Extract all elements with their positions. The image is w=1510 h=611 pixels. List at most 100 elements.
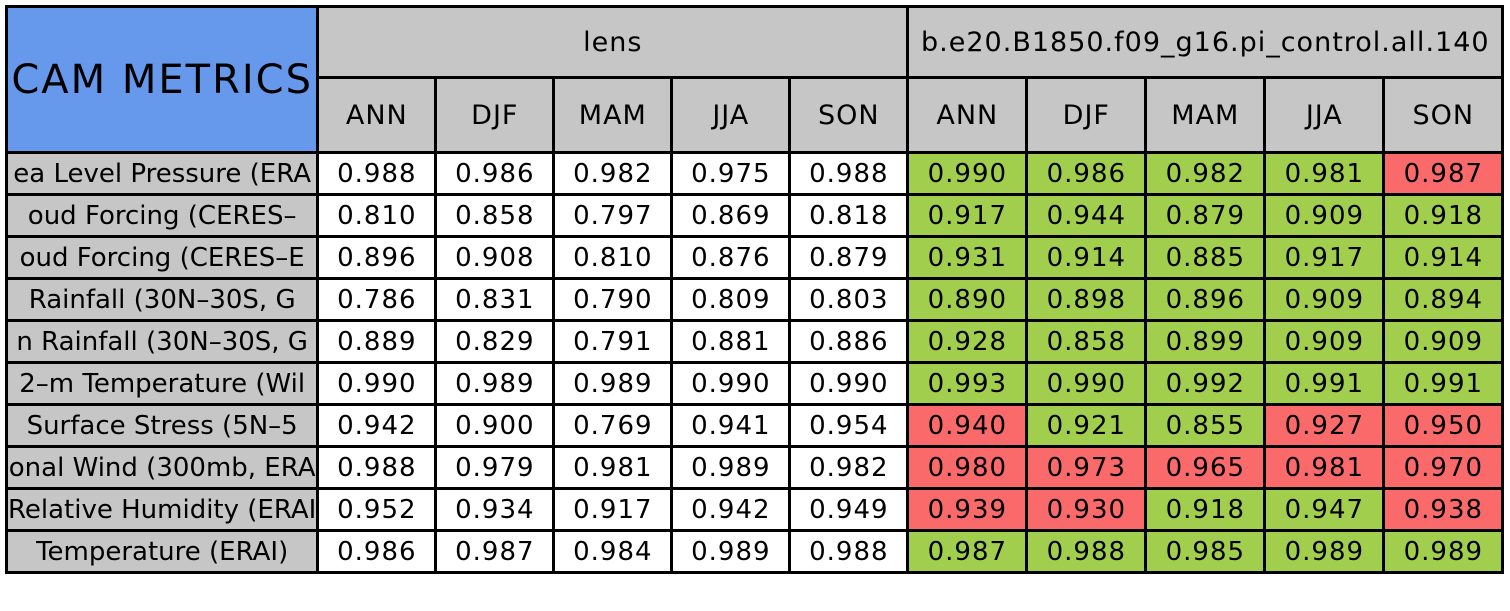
metric-value: 0.930 bbox=[1025, 487, 1148, 532]
metric-value: 0.949 bbox=[788, 487, 910, 532]
metric-value: 0.786 bbox=[316, 277, 438, 322]
metric-value: 0.980 bbox=[906, 445, 1029, 490]
metric-value: 0.917 bbox=[552, 487, 674, 532]
metric-value: 0.986 bbox=[434, 151, 556, 196]
metric-value: 0.988 bbox=[316, 151, 438, 196]
metric-value: 0.810 bbox=[552, 235, 674, 280]
metric-value: 0.818 bbox=[788, 193, 910, 238]
metric-value: 0.989 bbox=[670, 445, 792, 490]
season-header-lens-mam: MAM bbox=[552, 76, 674, 154]
metric-value: 0.979 bbox=[434, 445, 556, 490]
season-header-lens-son: SON bbox=[788, 76, 910, 154]
table-row: oud Forcing (CERES–E 0.896 0.908 0.810 0… bbox=[4, 235, 1505, 280]
group-header-lens: lens bbox=[316, 5, 910, 79]
metric-value: 0.803 bbox=[788, 277, 910, 322]
metric-value: 0.982 bbox=[1144, 151, 1267, 196]
metric-label: 2–m Temperature (Wil bbox=[4, 361, 320, 406]
metric-value: 0.992 bbox=[1144, 361, 1267, 406]
metric-value: 0.989 bbox=[670, 529, 792, 574]
metric-value: 0.810 bbox=[316, 193, 438, 238]
metric-value: 0.898 bbox=[1025, 277, 1148, 322]
metric-value: 0.973 bbox=[1025, 445, 1148, 490]
metric-value: 0.988 bbox=[316, 445, 438, 490]
table-title-cell: CAM METRICS bbox=[4, 5, 320, 154]
season-header-control-son: SON bbox=[1382, 76, 1505, 154]
metric-value: 0.896 bbox=[316, 235, 438, 280]
metric-value: 0.990 bbox=[316, 361, 438, 406]
season-header-control-ann: ANN bbox=[906, 76, 1029, 154]
season-header-lens-ann: ANN bbox=[316, 76, 438, 154]
season-header-control-jja: JJA bbox=[1263, 76, 1386, 154]
metric-value: 0.938 bbox=[1382, 487, 1505, 532]
metric-value: 0.934 bbox=[434, 487, 556, 532]
table-row: ea Level Pressure (ERA 0.988 0.986 0.982… bbox=[4, 151, 1505, 196]
table-row: oud Forcing (CERES– 0.810 0.858 0.797 0.… bbox=[4, 193, 1505, 238]
metric-value: 0.879 bbox=[1144, 193, 1267, 238]
metric-value: 0.909 bbox=[1263, 277, 1386, 322]
metric-value: 0.975 bbox=[670, 151, 792, 196]
metric-value: 0.869 bbox=[670, 193, 792, 238]
metric-value: 0.990 bbox=[788, 361, 910, 406]
metric-label: Relative Humidity (ERAI bbox=[4, 487, 320, 532]
metric-value: 0.831 bbox=[434, 277, 556, 322]
metric-value: 0.900 bbox=[434, 403, 556, 448]
metric-value: 0.981 bbox=[1263, 445, 1386, 490]
metric-value: 0.921 bbox=[1025, 403, 1148, 448]
table-row: onal Wind (300mb, ERA 0.988 0.979 0.981 … bbox=[4, 445, 1505, 490]
metric-value: 0.917 bbox=[906, 193, 1029, 238]
metric-value: 0.909 bbox=[1263, 319, 1386, 364]
metric-value: 0.894 bbox=[1382, 277, 1505, 322]
metric-label: oud Forcing (CERES–E bbox=[4, 235, 320, 280]
metric-value: 0.982 bbox=[552, 151, 674, 196]
metric-value: 0.914 bbox=[1382, 235, 1505, 280]
cam-metrics-table: CAM METRICS lens b.e20.B1850.f09_g16.pi_… bbox=[4, 5, 1505, 574]
metric-value: 0.886 bbox=[788, 319, 910, 364]
metric-value: 0.927 bbox=[1263, 403, 1386, 448]
metric-value: 0.876 bbox=[670, 235, 792, 280]
metric-value: 0.791 bbox=[552, 319, 674, 364]
metric-label: Rainfall (30N–30S, G bbox=[4, 277, 320, 322]
metric-value: 0.940 bbox=[906, 403, 1029, 448]
metric-label: Temperature (ERAI) bbox=[4, 529, 320, 574]
metric-value: 0.988 bbox=[788, 151, 910, 196]
metric-value: 0.909 bbox=[1263, 193, 1386, 238]
metric-value: 0.947 bbox=[1263, 487, 1386, 532]
metric-value: 0.989 bbox=[434, 361, 556, 406]
metric-value: 0.885 bbox=[1144, 235, 1267, 280]
metric-value: 0.990 bbox=[670, 361, 792, 406]
season-header-lens-djf: DJF bbox=[434, 76, 556, 154]
table-row: Temperature (ERAI) 0.986 0.987 0.984 0.9… bbox=[4, 529, 1505, 574]
metric-value: 0.991 bbox=[1382, 361, 1505, 406]
metric-value: 0.987 bbox=[1382, 151, 1505, 196]
metric-value: 0.942 bbox=[670, 487, 792, 532]
metric-value: 0.989 bbox=[1382, 529, 1505, 574]
table-row: Rainfall (30N–30S, G 0.786 0.831 0.790 0… bbox=[4, 277, 1505, 322]
group-header-control-run: b.e20.B1850.f09_g16.pi_control.all.140 bbox=[906, 5, 1505, 79]
metric-value: 0.981 bbox=[1263, 151, 1386, 196]
table-row: 2–m Temperature (Wil 0.990 0.989 0.989 0… bbox=[4, 361, 1505, 406]
metric-value: 0.988 bbox=[1025, 529, 1148, 574]
metric-value: 0.984 bbox=[552, 529, 674, 574]
metric-value: 0.944 bbox=[1025, 193, 1148, 238]
metric-value: 0.993 bbox=[906, 361, 1029, 406]
metric-value: 0.987 bbox=[434, 529, 556, 574]
metric-value: 0.896 bbox=[1144, 277, 1267, 322]
metric-value: 0.939 bbox=[906, 487, 1029, 532]
metric-value: 0.941 bbox=[670, 403, 792, 448]
metric-value: 0.986 bbox=[1025, 151, 1148, 196]
metric-value: 0.965 bbox=[1144, 445, 1267, 490]
metric-value: 0.809 bbox=[670, 277, 792, 322]
metric-value: 0.989 bbox=[1263, 529, 1386, 574]
metric-value: 0.790 bbox=[552, 277, 674, 322]
metric-value: 0.908 bbox=[434, 235, 556, 280]
metric-value: 0.982 bbox=[788, 445, 910, 490]
metric-label: ea Level Pressure (ERA bbox=[4, 151, 320, 196]
metric-value: 0.881 bbox=[670, 319, 792, 364]
table-row: Relative Humidity (ERAI 0.952 0.934 0.91… bbox=[4, 487, 1505, 532]
table-row: n Rainfall (30N–30S, G 0.889 0.829 0.791… bbox=[4, 319, 1505, 364]
metric-value: 0.928 bbox=[906, 319, 1029, 364]
metric-value: 0.986 bbox=[316, 529, 438, 574]
metric-value: 0.890 bbox=[906, 277, 1029, 322]
season-header-lens-jja: JJA bbox=[670, 76, 792, 154]
